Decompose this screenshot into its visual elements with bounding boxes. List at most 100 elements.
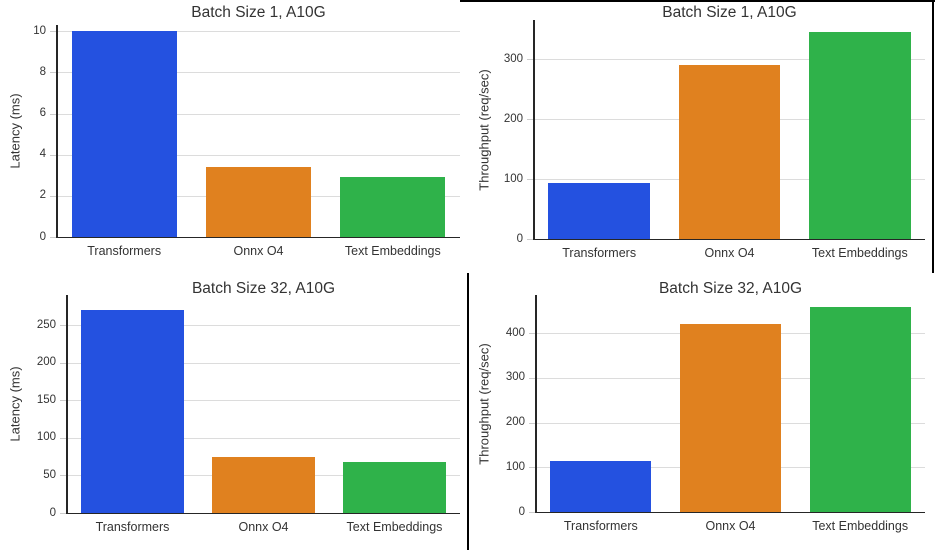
x-tick-label: Text Embeddings <box>812 519 909 533</box>
y-tick-mark <box>529 467 535 469</box>
bar-onnx-o4 <box>679 324 782 512</box>
bar-transformers <box>81 310 184 513</box>
chart-panel-latency-batch1: Batch Size 1, A10G Latency (ms) 0 2 4 6 8 10 T… <box>0 0 467 275</box>
y-tick-label: 0 <box>518 505 525 518</box>
y-tick-label: 400 <box>505 326 525 339</box>
y-tick-label: 6 <box>39 107 46 119</box>
left-spine <box>56 25 58 237</box>
bar-text-embeddings <box>809 307 911 512</box>
gridline <box>67 400 460 402</box>
chart-title: Batch Size 32, A10G <box>191 280 336 297</box>
chart-title: Batch Size 32, A10G <box>658 280 803 297</box>
y-tick-label: 4 <box>39 148 46 161</box>
y-tick-mark <box>527 239 533 240</box>
chart-title: Batch Size 1, A10G <box>662 4 797 21</box>
y-tick-label: 200 <box>36 356 56 369</box>
y-tick-label: 0 <box>516 232 523 245</box>
panel-divider <box>467 273 469 550</box>
y-tick-label: 200 <box>505 416 525 428</box>
y-tick-mark <box>60 513 66 514</box>
x-tick-label: Onnx O4 <box>704 246 755 260</box>
gridline <box>67 437 460 439</box>
image-border-top <box>460 0 935 2</box>
x-tick-label: Transformers <box>562 246 637 260</box>
x-tick-label: Onnx O4 <box>238 520 289 534</box>
y-tick-mark <box>60 362 66 364</box>
y-tick-mark <box>60 325 66 327</box>
y-tick-mark <box>527 179 533 180</box>
gridline <box>534 59 925 60</box>
y-tick-mark <box>60 400 66 402</box>
y-tick-mark <box>529 333 535 335</box>
y-tick-mark <box>60 475 66 477</box>
bar-text-embeddings <box>343 461 446 513</box>
x-tick-label: Text Embeddings <box>346 520 443 534</box>
bar-onnx-o4 <box>206 167 311 237</box>
y-tick-label: 100 <box>36 431 56 444</box>
gridline <box>57 154 460 156</box>
gridline <box>67 362 460 364</box>
y-tick-mark <box>50 72 56 74</box>
y-tick-label: 250 <box>36 318 56 331</box>
y-tick-label: 0 <box>49 506 56 519</box>
bar-transformers <box>550 460 652 512</box>
gridline <box>57 72 460 74</box>
image-border-right <box>932 0 934 273</box>
y-tick-mark <box>50 113 56 115</box>
y-tick-mark <box>50 154 56 156</box>
y-tick-mark <box>527 59 533 60</box>
left-spine <box>533 20 535 239</box>
plot-area: 0 2 4 6 8 10 Transformers Onnx O4 Text Embedding… <box>33 25 460 258</box>
y-tick-label: 150 <box>36 393 56 406</box>
x-tick-label: Transformers <box>563 519 638 533</box>
x-tick-label: Text Embeddings <box>811 246 908 260</box>
y-tick-mark <box>50 237 56 238</box>
left-spine <box>535 295 537 512</box>
bar-onnx-o4 <box>212 456 315 513</box>
y-tick-mark <box>50 195 56 197</box>
gridline <box>57 113 460 115</box>
y-tick-label: 100 <box>505 460 525 473</box>
y-tick-mark <box>527 119 533 120</box>
bar-onnx-o4 <box>678 65 781 239</box>
chart-panel-latency-batch32: Batch Size 32, A10G Latency (ms) 0 50 100 1… <box>0 275 467 550</box>
y-axis-label: Throughput (req/sec) <box>476 342 492 465</box>
plot-area: 0 50 100 150 200 250 Transformers Onnx O4 Text E… <box>37 295 460 534</box>
bar-transformers <box>71 31 177 237</box>
chart-title: Batch Size 1, A10G <box>191 4 326 21</box>
y-tick-label: 10 <box>33 24 46 37</box>
y-tick-mark <box>60 437 66 439</box>
gridline <box>57 31 460 33</box>
x-tick-label: Transformers <box>87 244 162 258</box>
chart-panel-throughput-batch32: Batch Size 32, A10G Throughput (req/sec)… <box>467 275 934 550</box>
x-tick-label: Text Embeddings <box>344 244 441 258</box>
y-tick-label: 100 <box>503 172 523 185</box>
bottom-spine <box>66 512 460 514</box>
bottom-spine <box>533 238 925 240</box>
y-tick-label: 300 <box>503 52 523 65</box>
y-tick-mark <box>50 31 56 33</box>
bar-text-embeddings <box>809 32 911 239</box>
y-tick-label: 50 <box>43 468 56 481</box>
x-tick-label: Transformers <box>95 520 170 534</box>
plot-area: 0 100 200 300 400 Transformers Onnx O4 Text Emb… <box>506 295 925 533</box>
y-tick-label: 2 <box>39 189 46 202</box>
y-tick-label: 0 <box>39 230 46 243</box>
chart-panel-throughput-batch1: Batch Size 1, A10G Throughput (req/sec) … <box>467 0 934 275</box>
y-tick-label: 200 <box>503 112 523 125</box>
y-tick-mark <box>529 512 535 513</box>
x-tick-label: Onnx O4 <box>233 244 284 258</box>
gridline <box>67 325 460 327</box>
y-tick-mark <box>529 377 535 379</box>
y-tick-mark <box>529 422 535 424</box>
y-tick-label: 8 <box>39 65 46 78</box>
y-tick-label: 300 <box>505 371 525 384</box>
plot-area: 0 100 200 300 Transformers Onnx O4 Text Embedd… <box>504 20 925 260</box>
left-spine <box>66 295 68 513</box>
bar-text-embeddings <box>340 177 446 237</box>
x-tick-label: Onnx O4 <box>705 519 756 533</box>
bottom-spine <box>56 236 460 238</box>
bottom-spine <box>535 511 925 513</box>
bar-transformers <box>548 183 650 239</box>
